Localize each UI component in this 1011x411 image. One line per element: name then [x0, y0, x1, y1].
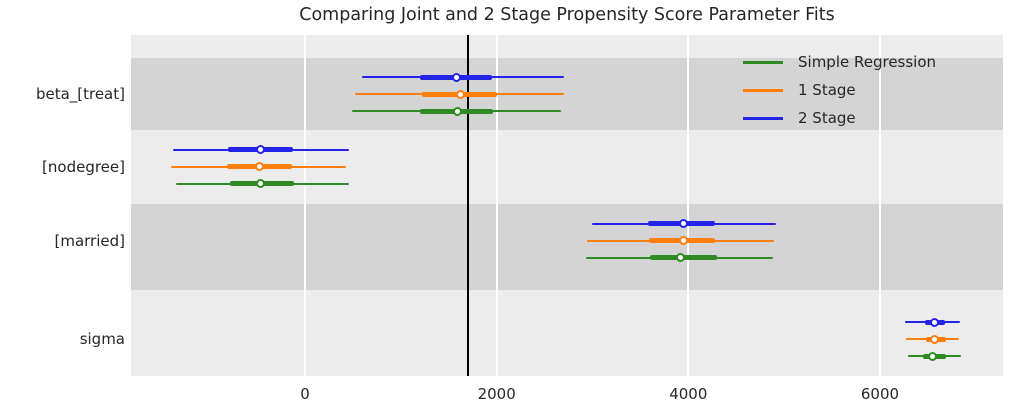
- y-axis-label: [married]: [54, 231, 126, 250]
- x-gridline: [304, 35, 307, 376]
- chart-title: Comparing Joint and 2 Stage Propensity S…: [299, 5, 835, 25]
- median-marker: [256, 179, 266, 188]
- legend-label: 2 Stage: [798, 109, 856, 127]
- x-tick-label: 4000: [669, 385, 708, 403]
- median-marker: [452, 106, 462, 116]
- x-tick-label: 2000: [477, 385, 516, 403]
- legend-item: 1 Stage: [743, 76, 936, 104]
- median-marker: [676, 253, 686, 262]
- x-tick-label: 6000: [860, 385, 900, 403]
- y-axis-label: sigma: [79, 330, 125, 348]
- reference-line: [466, 35, 469, 376]
- legend-item: Simple Regression: [743, 48, 936, 76]
- median-marker: [928, 351, 938, 361]
- y-axis-label: [nodegree]: [42, 157, 125, 176]
- x-tick-label: 0: [300, 385, 310, 403]
- median-marker: [930, 334, 940, 344]
- median-marker: [455, 89, 465, 99]
- median-marker: [679, 219, 689, 228]
- legend-label: 1 Stage: [798, 81, 856, 99]
- median-marker: [679, 236, 689, 245]
- y-axis-label: beta_[treat]: [35, 85, 125, 103]
- median-marker: [930, 317, 940, 327]
- legend: Simple Regression 1 Stage 2 Stage: [743, 48, 936, 132]
- x-gridline: [495, 35, 498, 376]
- legend-line-swatch: [743, 116, 783, 120]
- plot-area: Simple Regression 1 Stage 2 Stage: [131, 35, 1003, 376]
- background-band: [131, 203, 1003, 290]
- legend-line-swatch: [743, 60, 783, 64]
- legend-line-swatch: [743, 88, 783, 92]
- background-band: [131, 57, 1003, 131]
- x-gridline: [687, 35, 690, 376]
- median-marker: [254, 162, 264, 171]
- legend-label: Simple Regression: [798, 53, 937, 71]
- median-marker: [451, 72, 461, 82]
- median-marker: [256, 145, 266, 154]
- legend-item: 2 Stage: [743, 104, 936, 132]
- x-gridline: [878, 35, 881, 376]
